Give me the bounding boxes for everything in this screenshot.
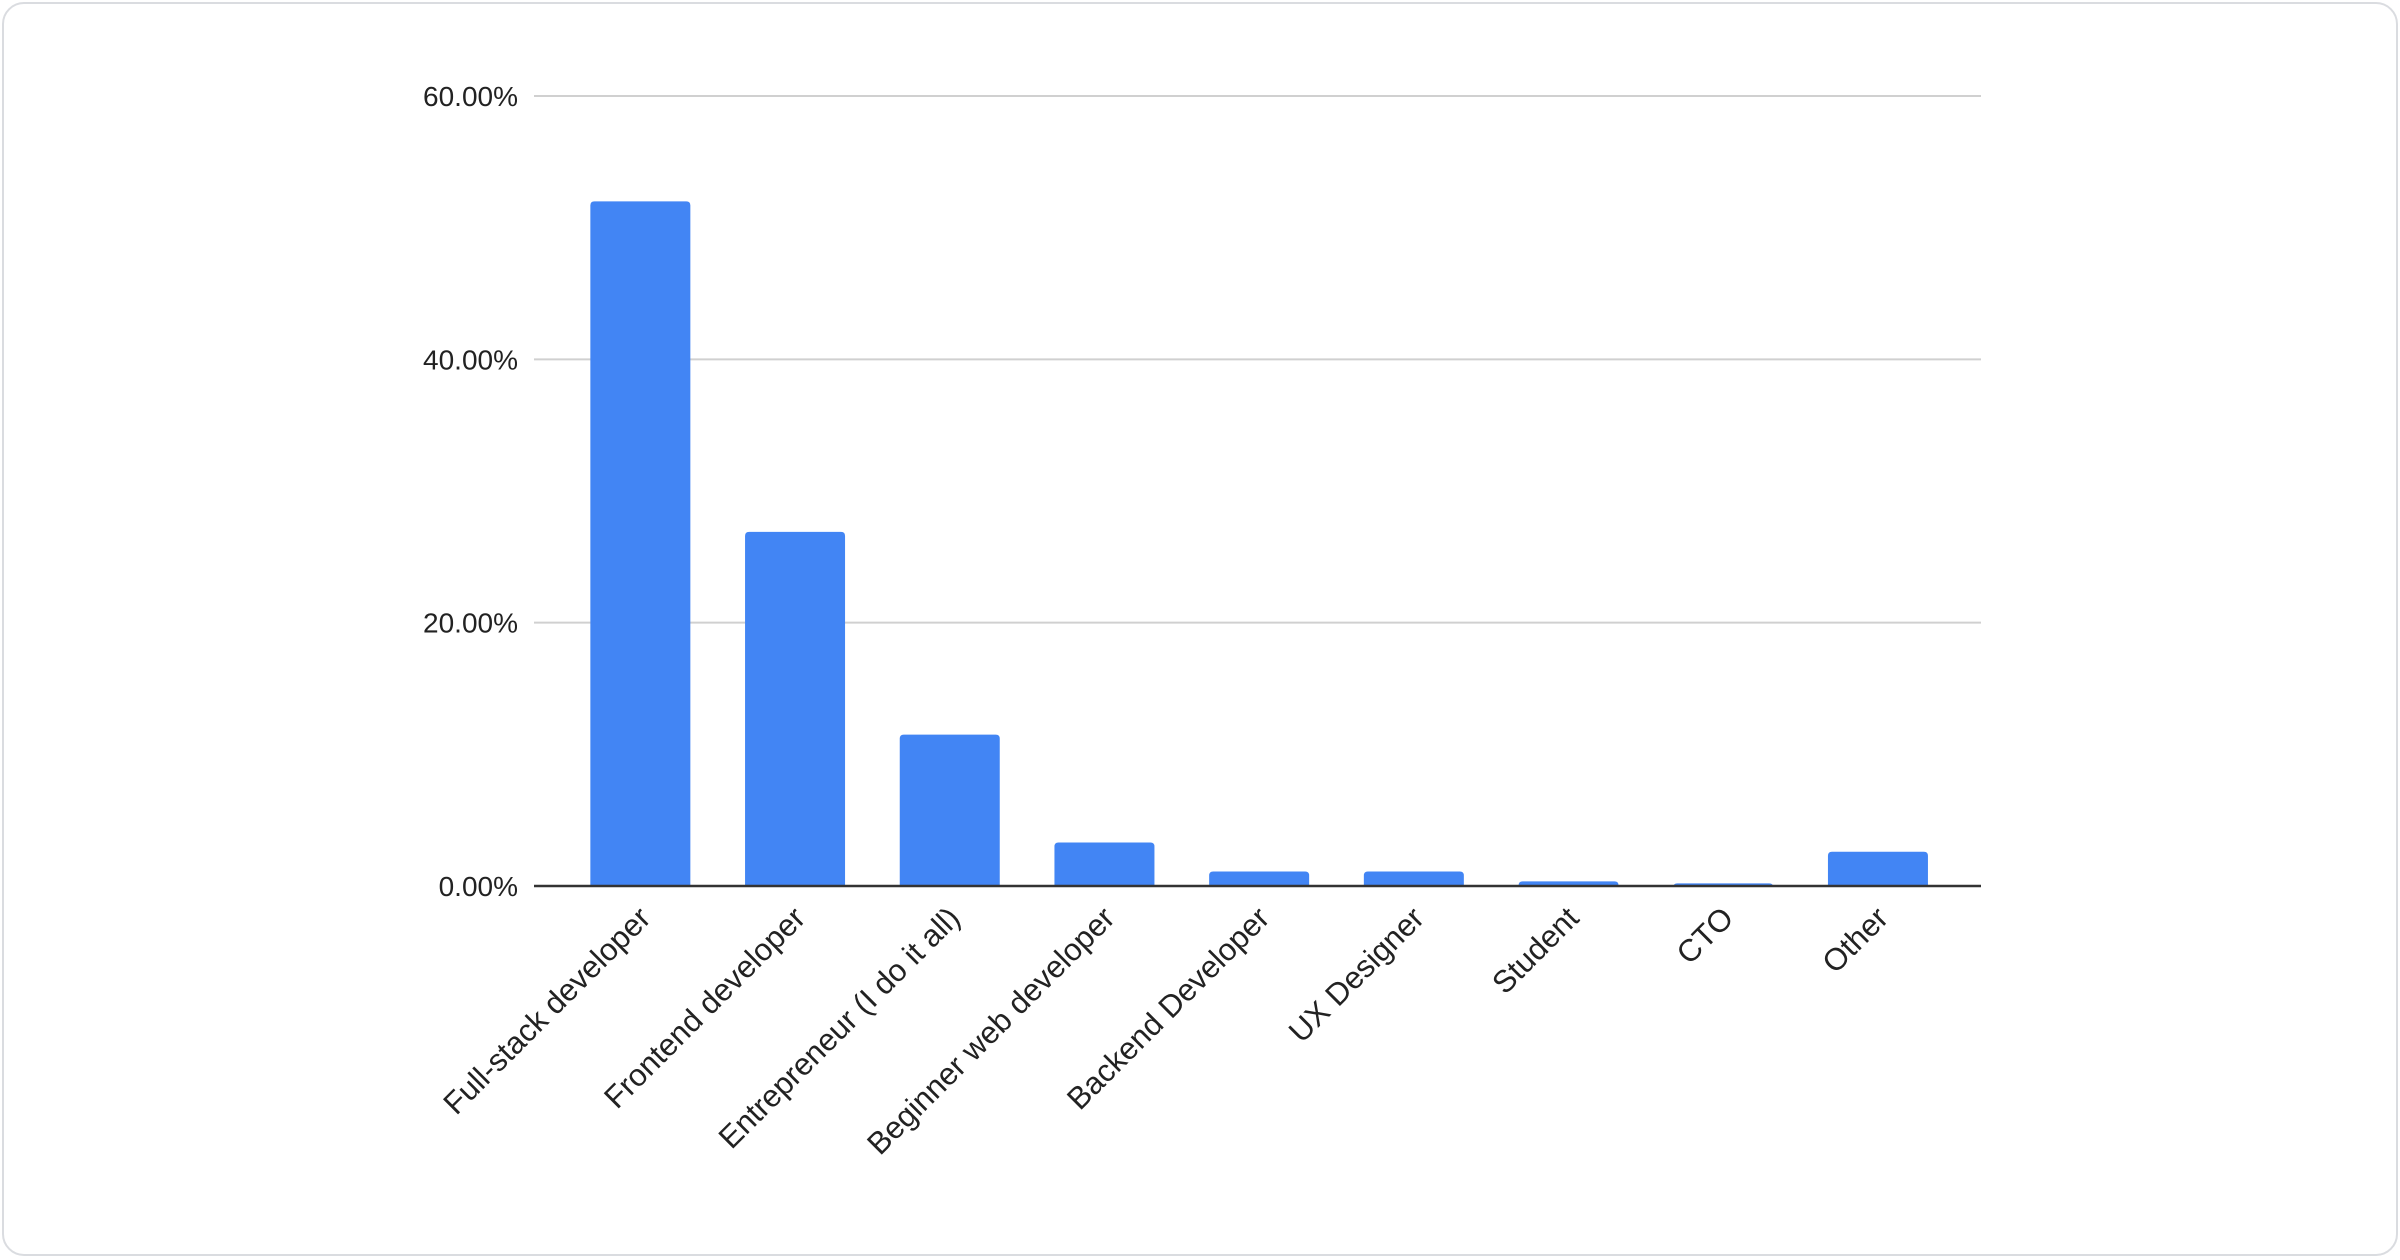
bar-chart: 0.00%20.00%40.00%60.00%Full-stack develo… (423, 81, 1981, 1161)
x-tick-label: UX Designer (1282, 900, 1431, 1049)
y-tick-label: 20.00% (423, 608, 518, 639)
y-tick-label: 40.00% (423, 344, 518, 375)
y-tick-label: 0.00% (439, 871, 518, 902)
x-tick-label: Student (1485, 900, 1586, 1001)
bar (1363, 871, 1464, 886)
x-tick-label: CTO (1670, 900, 1741, 971)
y-tick-label: 60.00% (423, 81, 518, 112)
bar (1054, 842, 1155, 886)
x-tick-label: Other (1815, 900, 1895, 980)
bar (590, 201, 691, 887)
bar (1827, 851, 1928, 886)
x-tick-label: Beginner web developer (860, 900, 1121, 1161)
bar (745, 531, 846, 886)
bar (899, 734, 1000, 886)
bar (1209, 871, 1310, 886)
